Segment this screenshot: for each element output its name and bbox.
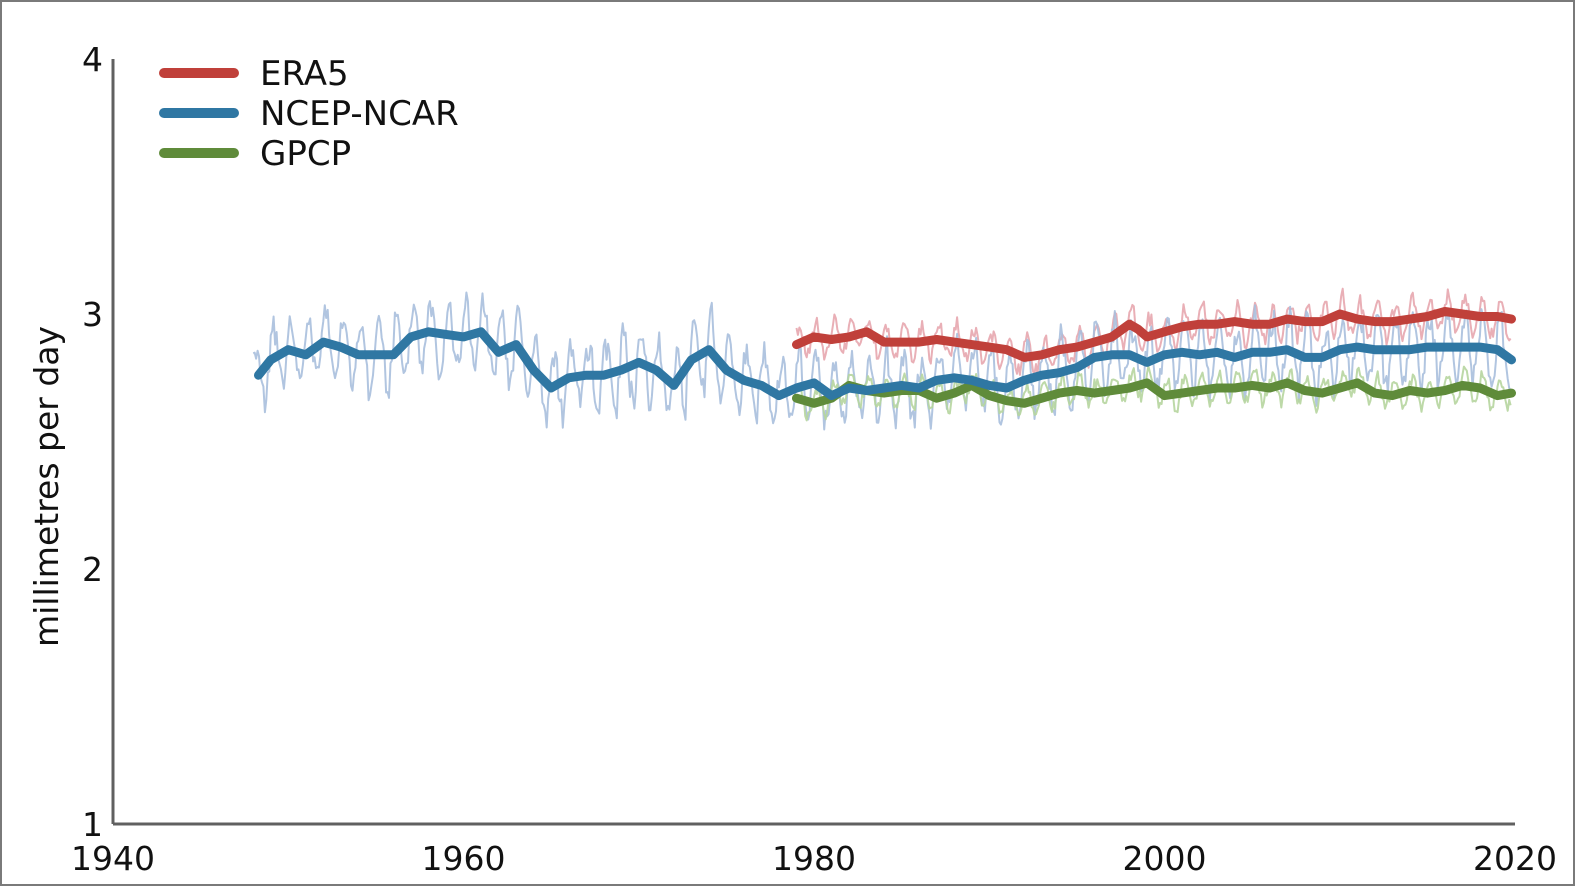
y-tick-label: 3 [82,295,103,334]
smoothed-series-layer [254,307,1516,408]
y-tick-label: 2 [82,550,103,589]
x-tick-label: 1940 [71,839,155,878]
axes-layer: 1940 1960 1980 2000 2020 1 2 3 4 millimetres per … [27,40,1557,878]
y-axis-label: millimetres per day [27,326,66,647]
series-line-era5 [792,307,1516,362]
x-tick-label: 2000 [1123,839,1207,878]
series-line-ncep-ncar [254,327,1516,401]
legend-label-ncep-ncar: NCEP-NCAR [260,94,459,134]
x-tick-label: 1960 [422,839,506,878]
legend-label-era5: ERA5 [260,54,349,94]
x-tick-label: 1980 [772,839,856,878]
legend-label-gpcp: GPCP [260,134,351,174]
x-tick-label: 2020 [1473,839,1557,878]
y-tick-label: 1 [82,805,103,844]
y-tick-label: 4 [82,40,103,79]
